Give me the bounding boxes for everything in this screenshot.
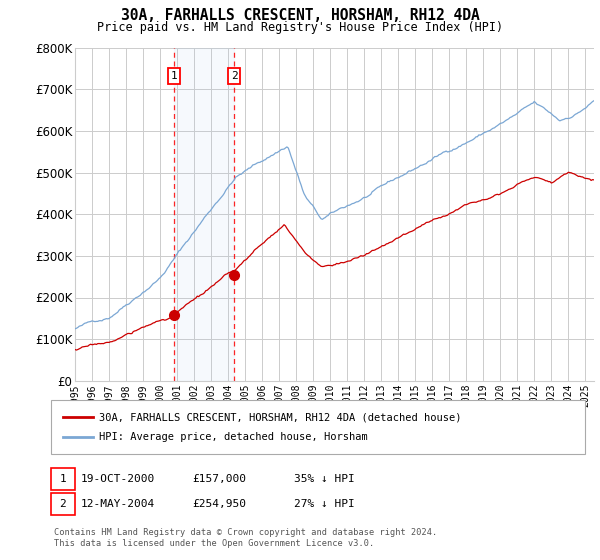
Text: Contains HM Land Registry data © Crown copyright and database right 2024.
This d: Contains HM Land Registry data © Crown c…: [54, 528, 437, 548]
Text: 30A, FARHALLS CRESCENT, HORSHAM, RH12 4DA (detached house): 30A, FARHALLS CRESCENT, HORSHAM, RH12 4D…: [99, 413, 461, 422]
Text: HPI: Average price, detached house, Horsham: HPI: Average price, detached house, Hors…: [99, 432, 368, 442]
Text: 1: 1: [170, 71, 177, 81]
Text: Price paid vs. HM Land Registry's House Price Index (HPI): Price paid vs. HM Land Registry's House …: [97, 21, 503, 34]
Text: 2: 2: [59, 499, 67, 509]
Text: 27% ↓ HPI: 27% ↓ HPI: [294, 499, 355, 509]
Text: £157,000: £157,000: [192, 474, 246, 484]
Text: 35% ↓ HPI: 35% ↓ HPI: [294, 474, 355, 484]
Text: 19-OCT-2000: 19-OCT-2000: [81, 474, 155, 484]
Text: 12-MAY-2004: 12-MAY-2004: [81, 499, 155, 509]
Text: 1: 1: [59, 474, 67, 484]
Text: 2: 2: [231, 71, 238, 81]
Text: £254,950: £254,950: [192, 499, 246, 509]
Bar: [173, 48, 234, 381]
Text: 30A, FARHALLS CRESCENT, HORSHAM, RH12 4DA: 30A, FARHALLS CRESCENT, HORSHAM, RH12 4D…: [121, 8, 479, 24]
